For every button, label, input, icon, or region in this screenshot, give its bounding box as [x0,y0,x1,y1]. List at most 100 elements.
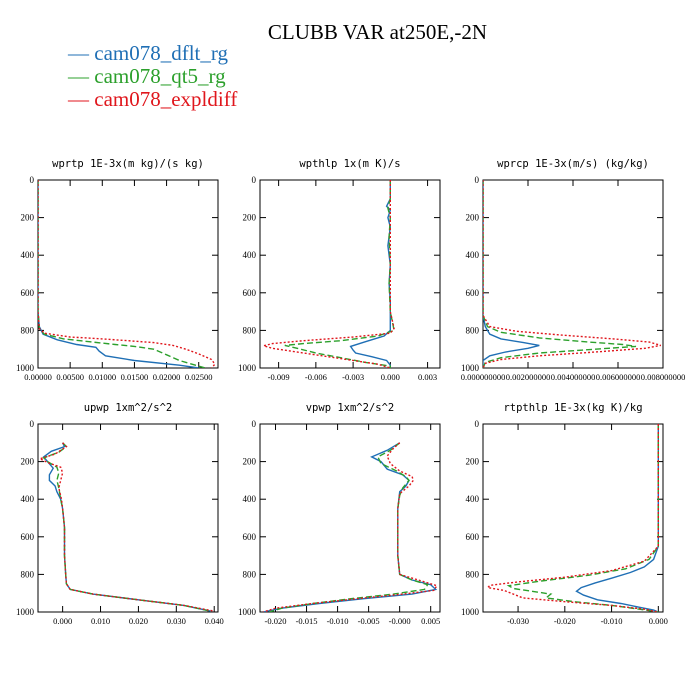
x-tick-label: 0.000000000 [461,372,506,382]
x-tick-label: 0.002000000 [506,372,551,382]
legend-label-qt5: cam078_qt5_rg [94,64,226,88]
legend-line-dflt: — [68,41,95,65]
panel-title: wprcp 1E-3x(m/s) (kg/kg) [497,158,649,170]
plot-frame [259,179,441,369]
series-line-dflt [483,180,540,368]
x-tick-label: -0.009 [268,372,290,382]
panel-1: wprtp 1E-3x(m kg)/(s kg) 0 200 400 600 800 100… [16,158,219,382]
x-tick-label: 0.030 [167,616,186,626]
legend-line-qt5: — [68,64,95,88]
series-line-expl [261,180,395,368]
y-tick-label: 1000 [461,363,480,373]
plot-frame [482,423,664,613]
x-tick-label: -0.020 [554,616,576,626]
x-tick-label: 0.00500 [56,372,84,382]
x-tick-label: 0.000 [649,616,668,626]
y-tick-label: 600 [243,288,257,298]
y-tick-label: 400 [466,494,480,504]
x-tick-label: 0.008000000 [641,372,686,382]
legend-item-expl: — cam078_expldiff [68,88,237,111]
y-tick-label: 400 [21,250,35,260]
figure-title: CLUBB VAR at250E,-2N [267,20,488,44]
y-tick-label: 600 [21,532,35,542]
y-tick-label: 600 [466,532,480,542]
series-line-dflt [349,180,392,368]
y-tick-label: 600 [466,288,480,298]
series-line-dflt [38,180,199,368]
x-tick-label: 0.02000 [153,372,181,382]
y-tick-label: 200 [21,213,35,223]
x-tick-label: 0.003 [418,372,437,382]
x-tick-label: 0.040 [205,616,224,626]
y-tick-label: 1000 [16,363,35,373]
x-tick-label: -0.015 [296,616,318,626]
y-tick-label: 800 [243,325,257,335]
y-tick-label: 800 [466,569,480,579]
y-tick-label: 0 [252,175,257,185]
x-tick-label: -0.005 [358,616,380,626]
y-tick-label: 400 [243,250,257,260]
y-tick-label: 800 [243,569,257,579]
y-tick-label: 0 [30,175,35,185]
x-tick-label: -0.006 [305,372,327,382]
panel-2: wpthlp 1x(m K)/s 0 200 400 600 800 1000 -0.009 -… [238,158,441,382]
panel-5: vpwp 1xm^2/s^2 0 200 400 600 800 1000 -0.020 -0.… [238,402,441,626]
legend-label-expl: cam078_expldiff [94,87,238,111]
series-line-qt5 [38,180,206,368]
legend-item-qt5: — cam078_qt5_rg [68,65,237,88]
x-tick-label: 0.010 [91,616,110,626]
series-line-qt5 [483,180,637,368]
y-tick-label: 200 [466,213,480,223]
y-tick-label: 400 [243,494,257,504]
y-tick-label: 1000 [238,607,257,617]
panel-6: rtpthlp 1E-3x(kg K)/kg 0 200 400 600 800 1000 -… [461,402,668,626]
x-tick-label: 0.004000000 [551,372,596,382]
y-tick-label: 1000 [461,607,480,617]
y-tick-label: 1000 [238,363,257,373]
y-tick-label: 800 [466,325,480,335]
x-tick-label: 0.000 [381,372,400,382]
x-tick-label: -0.030 [507,616,529,626]
y-tick-label: 800 [21,569,35,579]
panel-3: wprcp 1E-3x(m/s) (kg/kg) 0 200 400 600 800 100… [461,158,686,382]
y-tick-label: 400 [466,250,480,260]
x-tick-label: -0.000 [389,616,411,626]
x-tick-label: 0.005 [421,616,440,626]
series-line-expl [38,180,216,368]
y-tick-label: 200 [466,457,480,467]
y-tick-label: 1000 [16,607,35,617]
panel-title: rtpthlp 1E-3x(kg K)/kg [503,402,642,414]
y-tick-label: 200 [243,457,257,467]
legend-label-dflt: cam078_dflt_rg [94,41,229,65]
series-line-dflt [575,424,659,612]
series-line-qt5 [506,424,659,612]
x-tick-label: -0.003 [342,372,364,382]
plot-frame [259,423,441,613]
x-tick-label: 0.00000 [24,372,52,382]
y-tick-label: 0 [475,419,480,429]
y-tick-label: 600 [243,532,257,542]
series-line-dflt [262,442,438,612]
y-tick-label: 600 [21,288,35,298]
y-tick-label: 0 [475,175,480,185]
legend-item-dflt: — cam078_dflt_rg [68,42,237,65]
y-tick-label: 800 [21,325,35,335]
x-tick-label: -0.020 [265,616,287,626]
legend: — cam078_dflt_rg — cam078_qt5_rg — cam07… [68,42,237,111]
panel-title: wpthlp 1x(m K)/s [299,158,400,170]
panel-title: wprtp 1E-3x(m kg)/(s kg) [52,158,204,170]
y-tick-label: 200 [21,457,35,467]
x-tick-label: 0.000 [53,616,72,626]
panel-title: vpwp 1xm^2/s^2 [306,402,395,414]
plot-frame [37,423,219,613]
panel-title: upwp 1xm^2/s^2 [84,402,173,414]
series-line-qt5 [42,442,211,612]
y-tick-label: 400 [21,494,35,504]
x-tick-label: 0.020 [129,616,148,626]
x-tick-label: 0.006000000 [596,372,641,382]
series-line-qt5 [269,442,429,612]
x-tick-label: -0.010 [327,616,349,626]
plot-frame [37,179,219,369]
panel-4: upwp 1xm^2/s^2 0 200 400 600 800 1000 0.000 0.01… [16,402,224,626]
